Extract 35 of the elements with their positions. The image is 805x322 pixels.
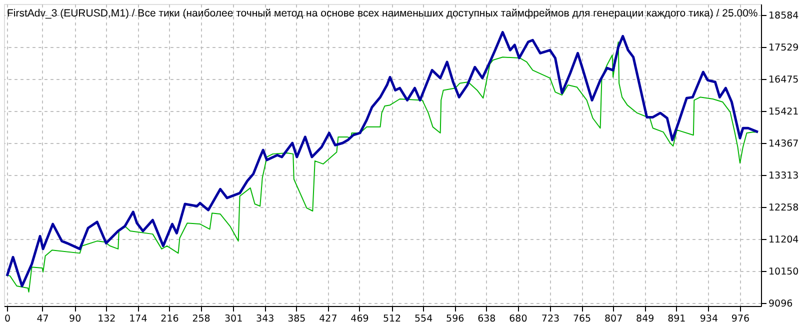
x-tick-label: 90	[69, 314, 82, 322]
x-tick-label: 765	[572, 314, 592, 322]
x-tick-label: 849	[636, 314, 654, 322]
y-tick-label: 16475	[768, 74, 799, 86]
x-tick-label: 343	[256, 314, 274, 322]
x-tick-label: 934	[700, 314, 718, 322]
y-tick-label: 11204	[768, 234, 799, 246]
y-tick-label: 18584	[768, 10, 799, 22]
y-tick-label: 9096	[768, 298, 793, 310]
x-tick-label: 47	[36, 314, 49, 322]
x-tick-label: 976	[731, 314, 750, 322]
x-tick-label: 216	[160, 314, 179, 322]
x-tick-label: 132	[98, 314, 116, 322]
y-tick-label: 17529	[768, 42, 799, 54]
x-tick-label: 807	[604, 314, 623, 322]
y-tick-label: 14367	[768, 138, 799, 150]
y-tick-label: 13313	[768, 170, 799, 182]
x-tick-label: 680	[509, 314, 528, 322]
x-tick-label: 469	[350, 314, 369, 322]
y-tick-label: 15421	[768, 106, 799, 118]
x-tick-label: 385	[288, 314, 306, 322]
x-tick-label: 512	[382, 314, 402, 322]
x-tick-label: 554	[414, 314, 433, 322]
chart-title: FirstAdv_3 (EURUSD,M1) / Все тики (наиболее точный метод на основе всех наименьших доступных таймфреймов для генерации каждого тика) / 25.00%	[7, 8, 758, 20]
x-tick-label: 258	[192, 314, 210, 322]
x-tick-label: 596	[446, 314, 464, 322]
x-tick-label: 427	[319, 314, 338, 322]
x-tick-label: 723	[541, 314, 560, 322]
x-tick-label: 301	[224, 314, 243, 322]
y-tick-label: 12258	[768, 202, 799, 214]
x-tick-label: 891	[668, 314, 686, 322]
x-tick-label: 0	[4, 314, 11, 322]
x-tick-label: 638	[478, 314, 496, 322]
y-tick-label: 10150	[768, 266, 799, 278]
x-tick-label: 174	[129, 314, 148, 322]
